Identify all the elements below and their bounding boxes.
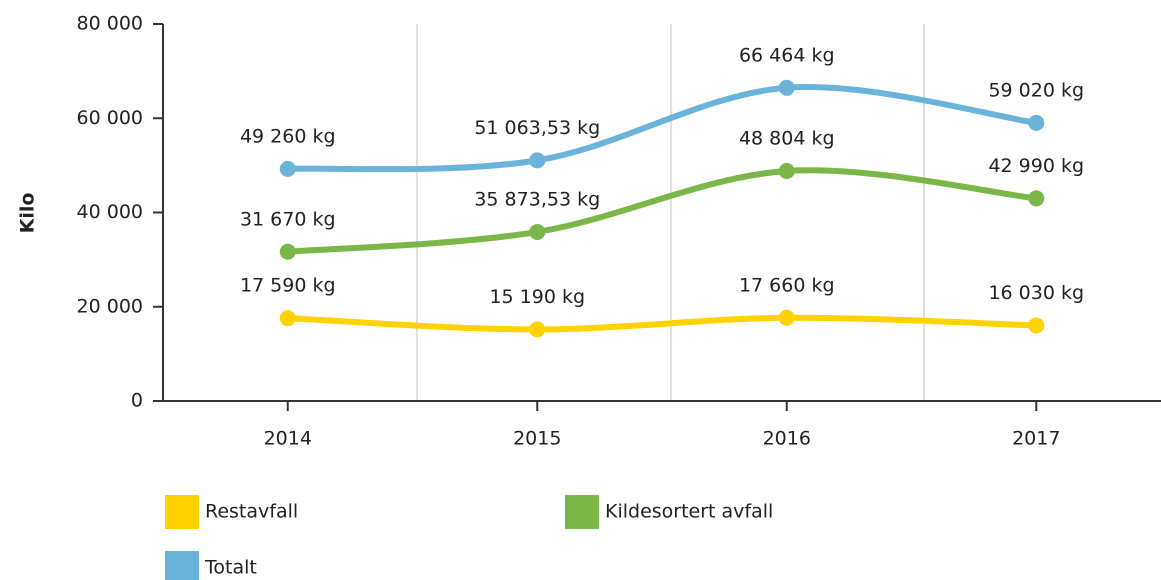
x-tick-label: 2014 xyxy=(264,428,312,450)
data-label: 16 030 kg xyxy=(988,282,1084,304)
data-label: 17 590 kg xyxy=(240,275,336,297)
data-point xyxy=(1028,317,1045,334)
series-line xyxy=(284,167,1040,255)
data-point xyxy=(529,321,546,338)
y-tick-label: 60 000 xyxy=(77,107,143,129)
data-label: 15 190 kg xyxy=(489,286,585,308)
data-label: 59 020 kg xyxy=(988,79,1084,101)
legend-label: Totalt xyxy=(204,557,257,579)
series-line xyxy=(284,84,1040,173)
data-point xyxy=(529,223,546,240)
legend-label: Restavfall xyxy=(205,501,298,523)
y-tick-label: 80 000 xyxy=(77,13,143,35)
data-label: 17 660 kg xyxy=(739,274,835,296)
data-label: 49 260 kg xyxy=(240,125,336,147)
data-label: 66 464 kg xyxy=(739,44,835,66)
data-point xyxy=(279,243,296,260)
x-tick-label: 2017 xyxy=(1012,428,1060,450)
data-label: 31 670 kg xyxy=(240,208,336,230)
vertical-grid xyxy=(416,24,925,401)
legend-swatch xyxy=(565,495,599,529)
y-tick-label: 40 000 xyxy=(77,201,143,223)
data-point xyxy=(778,309,795,326)
data-label: 51 063,53 kg xyxy=(474,117,600,139)
data-point xyxy=(1028,190,1045,207)
data-label: 35 873,53 kg xyxy=(474,188,600,210)
y-tick-label: 0 xyxy=(131,390,143,412)
series-line xyxy=(284,314,1040,333)
data-label: 48 804 kg xyxy=(739,128,835,150)
data-point xyxy=(279,310,296,327)
y-axis-label: Kilo xyxy=(17,193,39,234)
data-point xyxy=(1028,114,1045,131)
data-point xyxy=(529,152,546,169)
data-point xyxy=(778,163,795,180)
x-tick-label: 2016 xyxy=(763,428,811,450)
data-label: 42 990 kg xyxy=(988,155,1084,177)
legend-swatch xyxy=(165,495,199,529)
data-point xyxy=(279,160,296,177)
data-point xyxy=(778,79,795,96)
legend-swatch xyxy=(165,551,199,580)
x-tick-label: 2015 xyxy=(513,428,561,450)
y-tick-label: 20 000 xyxy=(77,295,143,317)
legend-label: Kildesortert avfall xyxy=(605,501,773,523)
